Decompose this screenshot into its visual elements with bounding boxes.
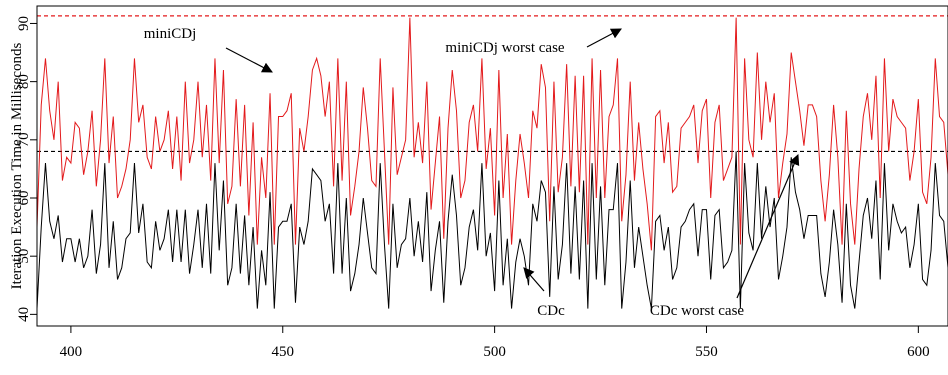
series-line-CDc: [37, 151, 948, 309]
reference-lines: [37, 15, 948, 153]
annotation-miniCDj-worst-label: miniCDj worst case: [445, 40, 564, 56]
x-tick-label-450: 450: [272, 344, 295, 360]
plot-frame: [36, 5, 948, 327]
annotation-CDc-worst-arrow: [736, 154, 800, 299]
series-layer: [37, 17, 948, 309]
series-line-miniCDj: [37, 17, 948, 251]
x-tick-label-400: 400: [60, 344, 83, 360]
y-axis: 40 50 60 70 80 90: [16, 16, 37, 322]
y-tick-label-70: 70: [16, 132, 32, 147]
y-tick-label-80: 80: [16, 74, 32, 89]
y-tick-label-60: 60: [16, 191, 32, 206]
x-tick-label-550: 550: [695, 344, 718, 360]
y-tick-label-40: 40: [16, 307, 32, 322]
x-tick-label-600: 600: [907, 344, 930, 360]
y-tick-label-50: 50: [16, 249, 32, 264]
x-axis: 400 450 500 550 600: [60, 326, 930, 360]
plot-clip-group: [37, 15, 948, 309]
annotations: miniCDj miniCDj worst case CDc CDc worst…: [144, 26, 800, 319]
y-axis-title: Iteration Execution Time in Milliseconds: [9, 43, 25, 290]
annotation-miniCDj-worst-arrow: [586, 28, 622, 48]
annotation-miniCDj-label: miniCDj: [144, 26, 197, 42]
annotation-CDc-label: CDc: [537, 303, 565, 319]
annotation-miniCDj-arrow: [225, 47, 273, 73]
annotation-CDc-arrow: [523, 267, 545, 292]
annotation-CDc-worst-label: CDc worst case: [650, 303, 744, 319]
x-tick-label-500: 500: [483, 344, 506, 360]
y-tick-label-90: 90: [16, 16, 32, 31]
